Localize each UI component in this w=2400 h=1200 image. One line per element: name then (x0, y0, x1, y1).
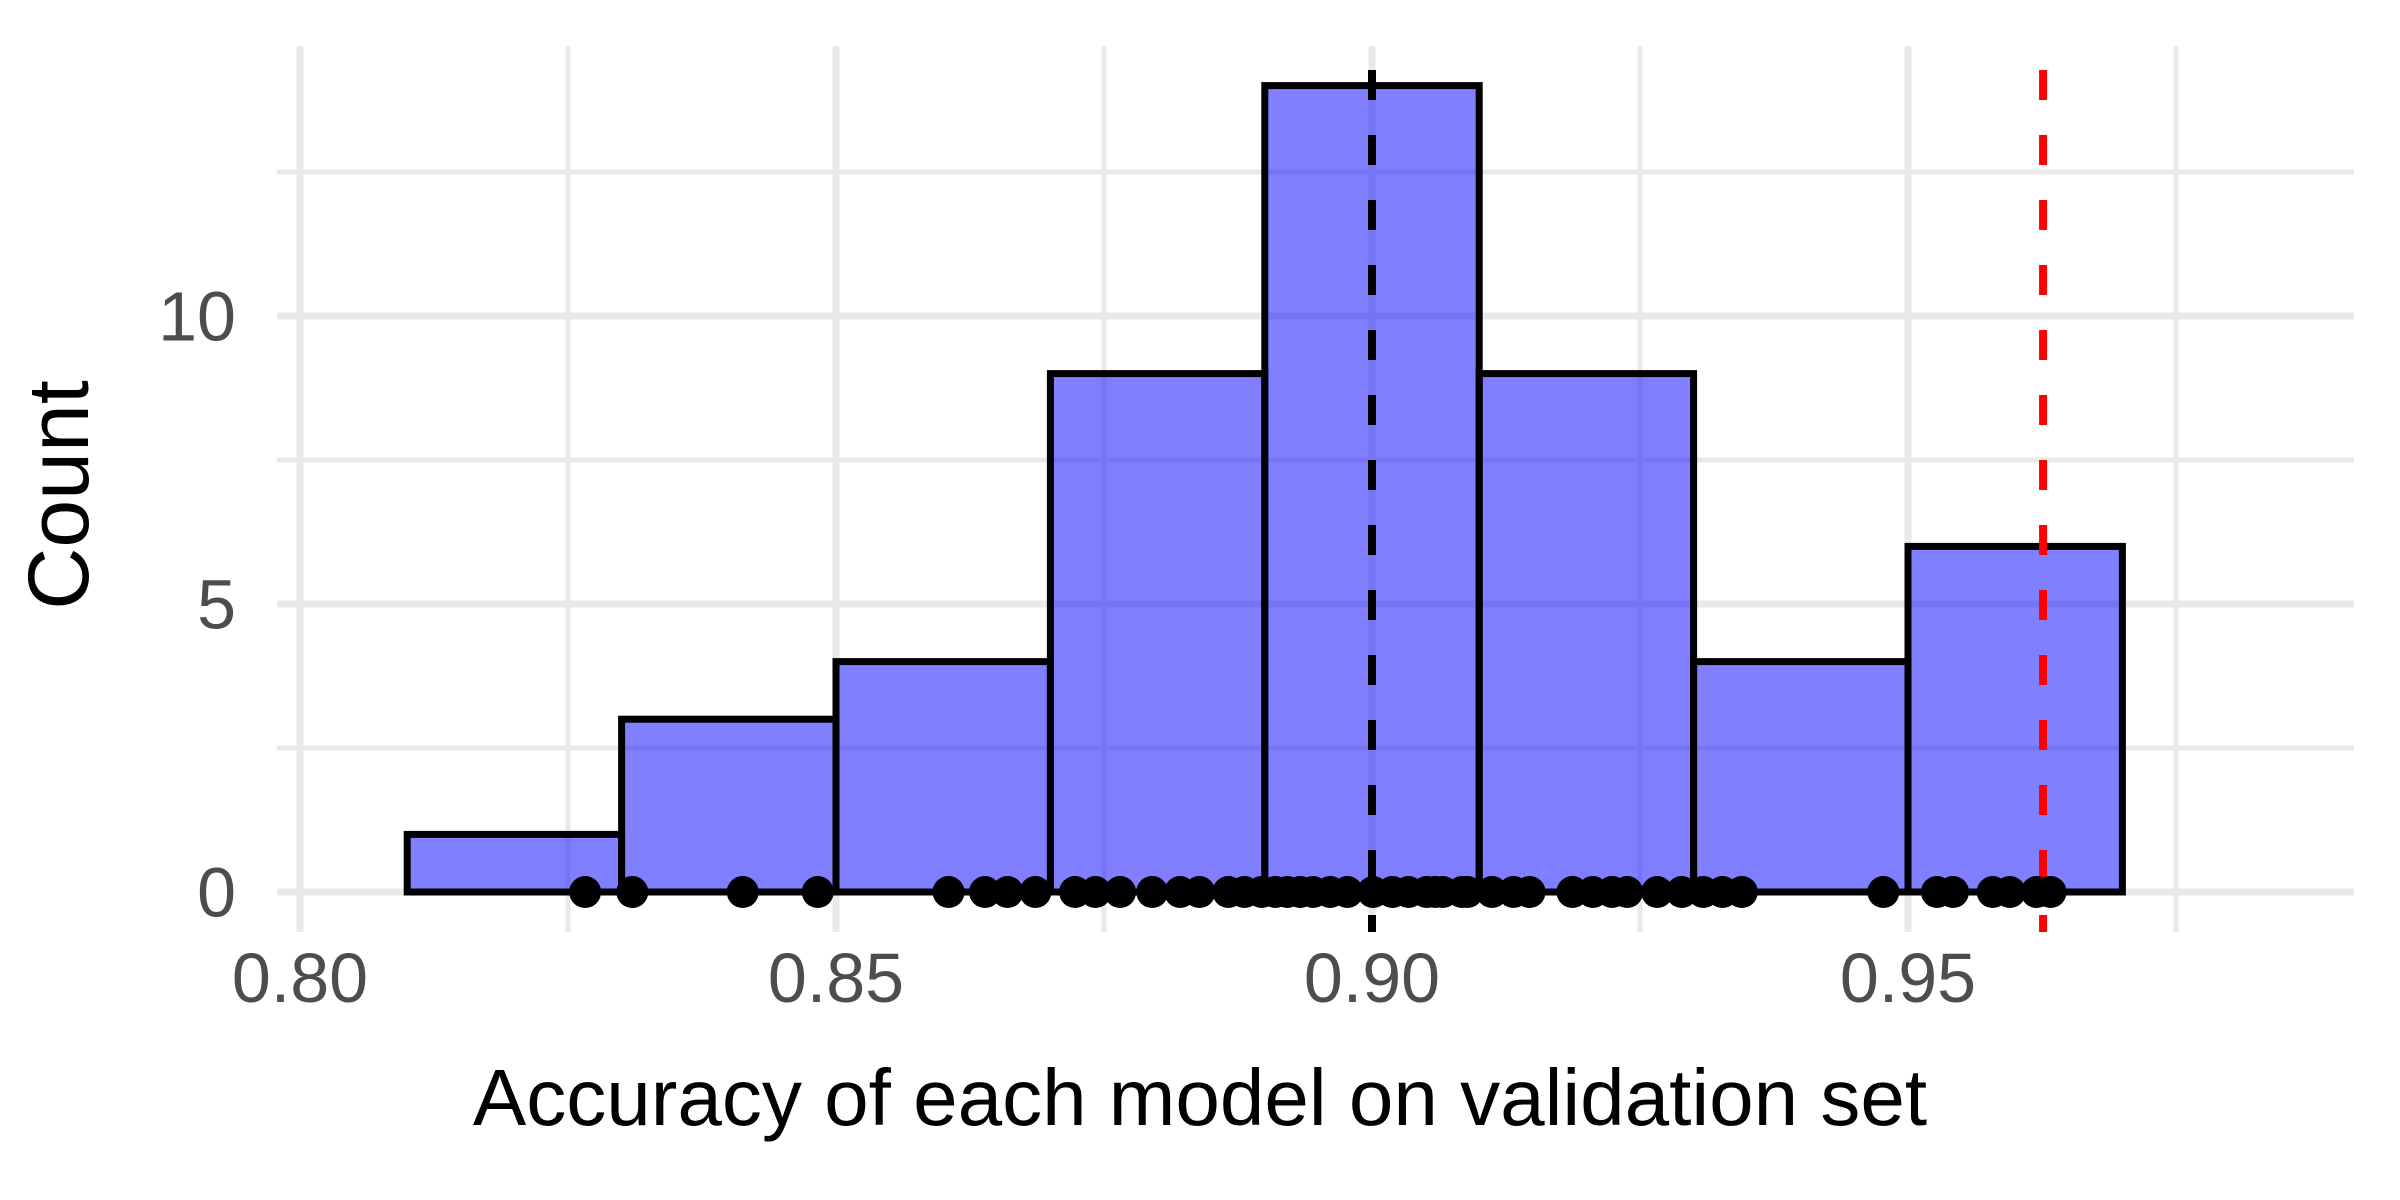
data-point (932, 876, 965, 909)
data-point (1993, 876, 2026, 909)
x-axis-title: Accuracy of each model on validation set (473, 1053, 1927, 1142)
data-point (801, 876, 834, 909)
histogram-bar (832, 658, 1054, 896)
histogram-bars (403, 82, 2126, 896)
y-tick-label: 5 (197, 566, 236, 644)
x-tick-label: 0.80 (232, 939, 368, 1017)
data-point (1331, 876, 1364, 909)
histogram-bar (1046, 370, 1269, 896)
data-point (569, 876, 602, 909)
y-tick-label: 10 (158, 278, 236, 356)
histogram-bar (1904, 542, 2126, 896)
y-axis-title: Count (11, 380, 107, 610)
data-point (1104, 876, 1137, 909)
x-tick-label: 0.85 (768, 939, 904, 1017)
y-tick-labels: 0 5 10 (158, 278, 236, 932)
data-point (1937, 876, 1970, 909)
data-point (616, 876, 649, 909)
data-point (1183, 876, 1216, 909)
data-point (1451, 876, 1484, 909)
data-point (1641, 876, 1674, 909)
data-point (1019, 876, 1052, 909)
y-tick-label: 0 (197, 854, 236, 932)
x-tick-label: 0.90 (1304, 939, 1440, 1017)
data-point (1611, 876, 1644, 909)
x-tick-label: 0.95 (1840, 939, 1976, 1017)
vlines (1367, 46, 2048, 932)
data-point (969, 876, 1002, 909)
x-tick-labels: 0.80 0.85 0.90 0.95 (232, 939, 1976, 1017)
data-point (991, 876, 1024, 909)
histogram-bar (1475, 370, 1698, 896)
data-points (569, 876, 2067, 909)
data-point (1513, 876, 1546, 909)
data-point (1867, 876, 1900, 909)
histogram-bar (1690, 658, 1912, 896)
data-point (1725, 876, 1758, 909)
data-point (1136, 876, 1169, 909)
data-point (726, 876, 759, 909)
histogram-bar (618, 715, 840, 896)
data-point (2034, 876, 2067, 909)
data-point (1079, 876, 1112, 909)
